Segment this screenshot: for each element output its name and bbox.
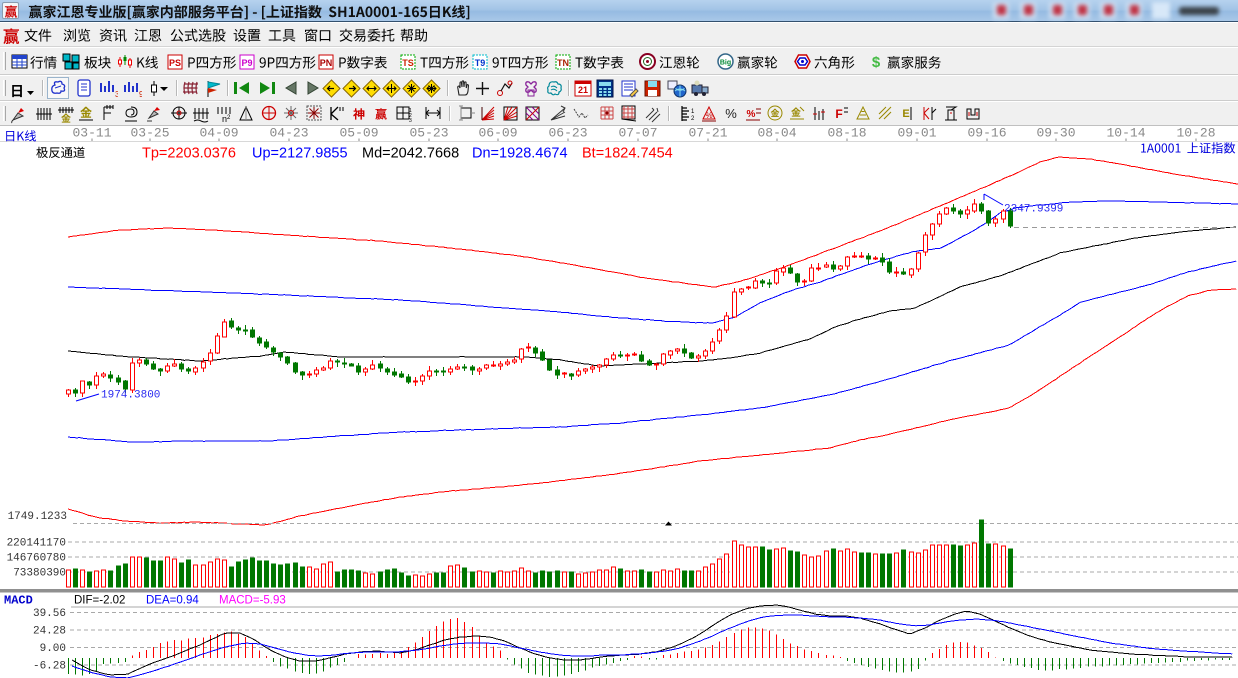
- svg-text:04-09: 04-09: [199, 127, 238, 141]
- svg-text:21: 21: [578, 85, 588, 95]
- svg-text:-6.28: -6.28: [33, 660, 66, 672]
- svg-text:10-14: 10-14: [1106, 127, 1145, 141]
- svg-text:3: 3: [409, 118, 412, 124]
- svg-text:07-21: 07-21: [688, 127, 727, 141]
- svg-text:07-07: 07-07: [618, 127, 657, 141]
- svg-text:9: 9: [139, 90, 142, 98]
- svg-text:2: 2: [227, 115, 231, 121]
- svg-text:1: 1: [409, 108, 412, 114]
- svg-text:MACD: MACD: [4, 594, 33, 608]
- svg-text:E: E: [902, 108, 909, 120]
- svg-text:06-23: 06-23: [548, 127, 587, 141]
- svg-text:PN: PN: [320, 58, 333, 68]
- svg-text:T9: T9: [475, 58, 486, 68]
- svg-text:03-11: 03-11: [72, 127, 111, 141]
- svg-text:Md=2042.7668: Md=2042.7668: [362, 146, 459, 162]
- svg-text:9.00: 9.00: [40, 643, 66, 655]
- svg-text:08-18: 08-18: [827, 127, 866, 141]
- svg-text:n: n: [222, 114, 227, 124]
- svg-text:1: 1: [691, 109, 695, 115]
- svg-text:146760780: 146760780: [7, 552, 66, 564]
- svg-text:2: 2: [409, 113, 412, 119]
- svg-text:Bt=1824.7454: Bt=1824.7454: [582, 146, 673, 162]
- svg-text:TS: TS: [402, 58, 414, 68]
- svg-text:24.28: 24.28: [33, 625, 66, 637]
- svg-text:Tp=2203.0376: Tp=2203.0376: [142, 146, 236, 162]
- svg-text:P9: P9: [241, 58, 252, 68]
- svg-text:08-04: 08-04: [757, 127, 796, 141]
- svg-text:06-09: 06-09: [478, 127, 517, 141]
- svg-text:73380390: 73380390: [13, 567, 66, 579]
- svg-text:2347.9399: 2347.9399: [1004, 204, 1063, 216]
- svg-text:%: %: [725, 106, 737, 121]
- svg-text:39.56: 39.56: [33, 608, 66, 620]
- svg-text:$: $: [872, 54, 881, 70]
- svg-text:05-23: 05-23: [409, 127, 448, 141]
- svg-text:09-01: 09-01: [897, 127, 936, 141]
- svg-text:04-23: 04-23: [269, 127, 308, 141]
- svg-text:220141170: 220141170: [7, 537, 66, 549]
- svg-text:05-09: 05-09: [339, 127, 378, 141]
- svg-text:F: F: [835, 107, 842, 121]
- svg-text:03-25: 03-25: [130, 127, 169, 141]
- svg-text:1749.1233: 1749.1233: [8, 511, 67, 523]
- svg-text:DEA=0.94: DEA=0.94: [146, 595, 199, 607]
- svg-text:PS: PS: [169, 58, 181, 68]
- svg-text:3: 3: [115, 90, 118, 98]
- svg-text:TN: TN: [557, 58, 569, 68]
- svg-text:Dn=1928.4674: Dn=1928.4674: [472, 146, 568, 162]
- svg-text:Big: Big: [720, 60, 731, 67]
- svg-text:Up=2127.9855: Up=2127.9855: [252, 146, 348, 162]
- svg-text:%: %: [747, 109, 756, 120]
- svg-text:10-28: 10-28: [1176, 127, 1215, 141]
- svg-text:1974.3800: 1974.3800: [101, 390, 160, 402]
- svg-text:DIF=-2.02: DIF=-2.02: [74, 595, 125, 607]
- svg-text:MACD=-5.93: MACD=-5.93: [219, 595, 286, 607]
- svg-text:%: %: [705, 111, 712, 120]
- svg-text:2: 2: [691, 116, 695, 122]
- svg-text:09-30: 09-30: [1036, 127, 1075, 141]
- svg-text:09-16: 09-16: [967, 127, 1006, 141]
